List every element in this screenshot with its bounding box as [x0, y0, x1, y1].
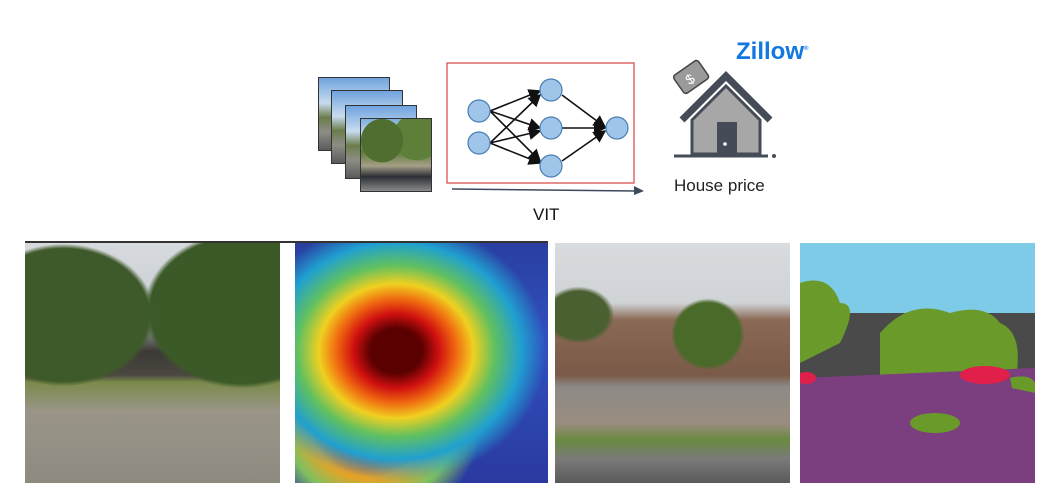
arrow-icon: [451, 186, 644, 195]
street-view-photo-apartments: [555, 243, 790, 483]
street-view-photo: [25, 243, 280, 483]
attention-heatmap: [295, 243, 548, 483]
model-label: VIT: [533, 205, 560, 224]
hidden-node: [539, 116, 563, 140]
house-price-tag-icon: $: [672, 59, 776, 158]
divider: [25, 241, 548, 243]
input-node: [467, 99, 491, 123]
model-box: [446, 62, 635, 184]
output-label: House price: [674, 176, 765, 195]
brand-text: Zillow: [736, 38, 804, 65]
neural-network-icon: [446, 62, 635, 184]
output-node: [605, 116, 629, 140]
image-frame: [360, 118, 432, 192]
hidden-node: [539, 154, 563, 178]
semantic-segmentation-map: [800, 243, 1035, 483]
input-node: [467, 131, 491, 155]
zillow-logo: Zillow®: [736, 38, 809, 65]
hidden-node: [539, 78, 563, 102]
